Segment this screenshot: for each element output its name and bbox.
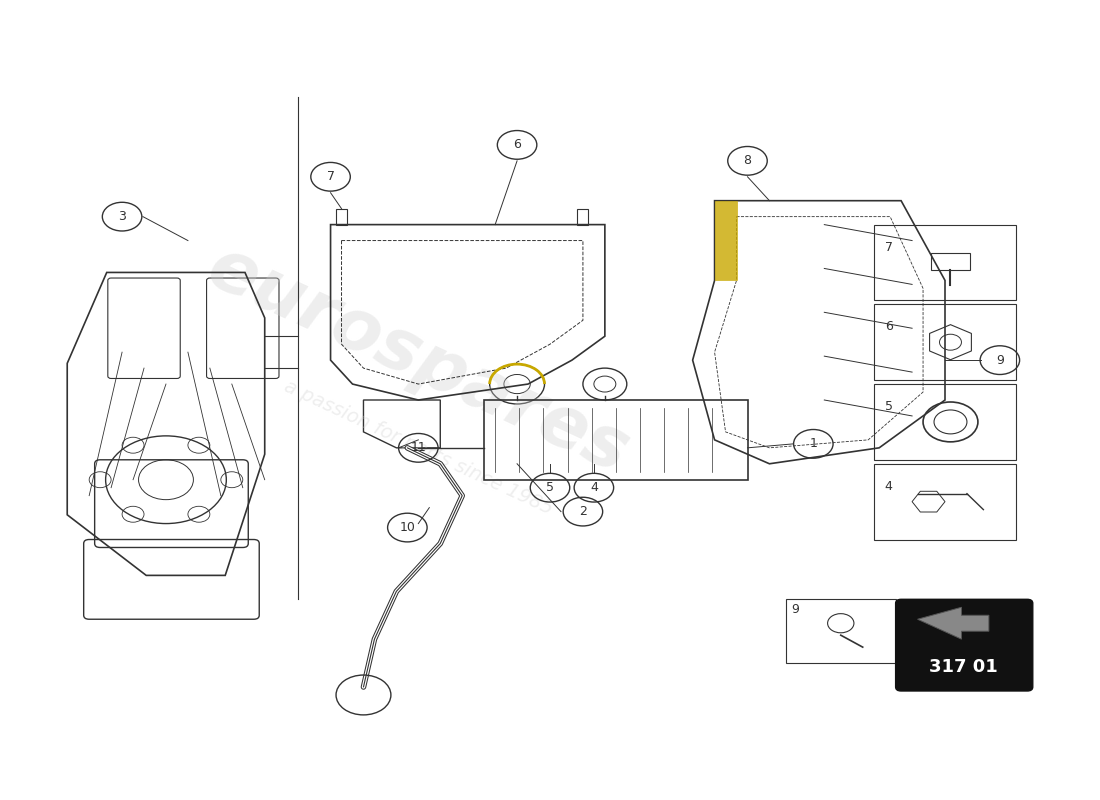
Text: eurospares: eurospares — [197, 232, 640, 488]
Bar — [336, 209, 346, 225]
Text: 4: 4 — [884, 480, 892, 493]
Text: 3: 3 — [118, 210, 127, 223]
Bar — [873, 225, 1016, 300]
Polygon shape — [715, 201, 737, 281]
Text: 4: 4 — [590, 481, 597, 494]
Text: 7: 7 — [884, 241, 893, 254]
Text: 6: 6 — [884, 320, 892, 334]
Polygon shape — [917, 607, 989, 639]
Text: 8: 8 — [744, 154, 751, 167]
Text: 5: 5 — [546, 481, 554, 494]
Bar — [873, 384, 1016, 460]
Bar — [931, 253, 970, 270]
Text: 5: 5 — [884, 400, 893, 413]
Bar — [873, 464, 1016, 539]
Bar — [785, 599, 895, 663]
Bar — [578, 209, 588, 225]
Text: 7: 7 — [327, 170, 334, 183]
FancyBboxPatch shape — [895, 599, 1033, 691]
Text: 317 01: 317 01 — [930, 658, 998, 676]
Text: 10: 10 — [399, 521, 416, 534]
Text: 6: 6 — [513, 138, 521, 151]
Bar — [873, 304, 1016, 380]
Text: 2: 2 — [579, 505, 587, 518]
Text: 11: 11 — [410, 442, 426, 454]
Text: 1: 1 — [810, 438, 817, 450]
Text: 9: 9 — [791, 603, 800, 616]
Text: 9: 9 — [996, 354, 1004, 366]
Text: a passion for parts since 1985: a passion for parts since 1985 — [280, 377, 556, 518]
Bar — [484, 400, 748, 480]
